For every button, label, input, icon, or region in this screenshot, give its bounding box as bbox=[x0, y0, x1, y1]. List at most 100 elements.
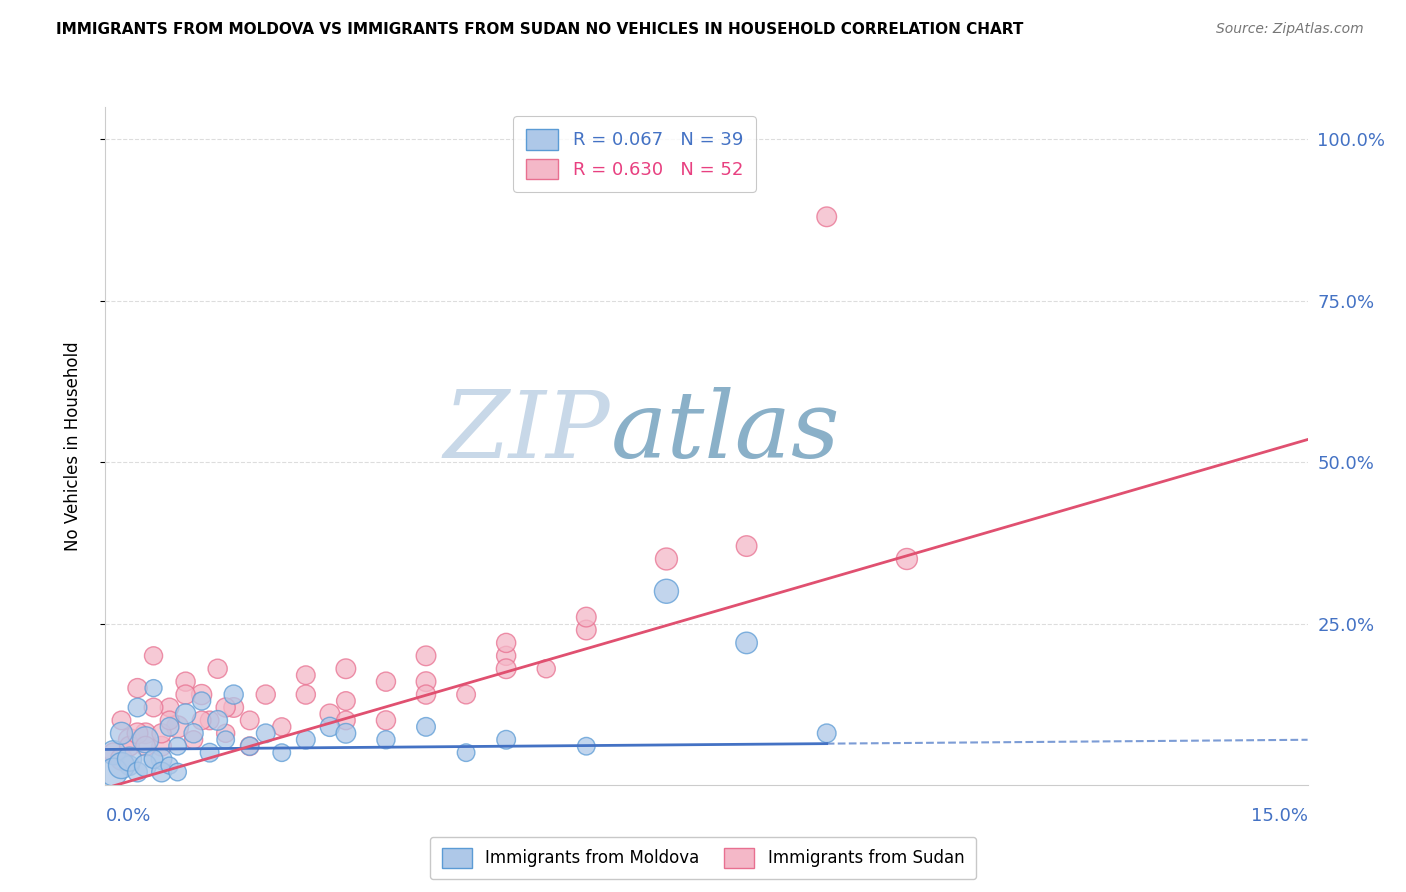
Point bbox=[159, 700, 181, 714]
Point bbox=[575, 610, 598, 624]
Point bbox=[103, 746, 125, 760]
Text: 15.0%: 15.0% bbox=[1250, 807, 1308, 825]
Point bbox=[415, 720, 437, 734]
Point bbox=[655, 584, 678, 599]
Point bbox=[374, 714, 398, 728]
Point bbox=[159, 758, 181, 772]
Point bbox=[174, 706, 197, 721]
Point bbox=[142, 752, 165, 766]
Point bbox=[495, 732, 517, 747]
Point bbox=[815, 210, 838, 224]
Text: Source: ZipAtlas.com: Source: ZipAtlas.com bbox=[1216, 22, 1364, 37]
Point bbox=[335, 726, 357, 740]
Text: ZIP: ZIP bbox=[444, 387, 610, 477]
Text: 0.0%: 0.0% bbox=[105, 807, 150, 825]
Point bbox=[534, 662, 557, 676]
Point bbox=[896, 552, 918, 566]
Legend: Immigrants from Moldova, Immigrants from Sudan: Immigrants from Moldova, Immigrants from… bbox=[430, 837, 976, 880]
Point bbox=[183, 732, 205, 747]
Point bbox=[127, 765, 149, 780]
Point bbox=[127, 700, 149, 714]
Point bbox=[150, 752, 173, 766]
Y-axis label: No Vehicles in Household: No Vehicles in Household bbox=[63, 341, 82, 551]
Point bbox=[207, 662, 229, 676]
Point bbox=[295, 668, 318, 682]
Point bbox=[135, 726, 157, 740]
Point bbox=[118, 739, 141, 754]
Point bbox=[254, 688, 277, 702]
Point bbox=[495, 636, 517, 650]
Point bbox=[374, 732, 398, 747]
Point bbox=[198, 714, 221, 728]
Point bbox=[335, 714, 357, 728]
Point bbox=[415, 674, 437, 689]
Point bbox=[495, 662, 517, 676]
Point bbox=[270, 746, 292, 760]
Point bbox=[103, 746, 125, 760]
Point bbox=[166, 720, 188, 734]
Point bbox=[735, 539, 758, 553]
Point bbox=[319, 720, 342, 734]
Point bbox=[319, 706, 342, 721]
Point bbox=[655, 552, 678, 566]
Point bbox=[295, 732, 318, 747]
Point bbox=[335, 694, 357, 708]
Point bbox=[374, 674, 398, 689]
Point bbox=[174, 674, 197, 689]
Point bbox=[127, 726, 149, 740]
Text: atlas: atlas bbox=[610, 387, 839, 477]
Point bbox=[118, 752, 141, 766]
Point bbox=[190, 714, 212, 728]
Point bbox=[183, 726, 205, 740]
Point bbox=[295, 688, 318, 702]
Point bbox=[335, 662, 357, 676]
Point bbox=[815, 726, 838, 740]
Point bbox=[454, 746, 477, 760]
Point bbox=[142, 681, 165, 695]
Point bbox=[415, 688, 437, 702]
Point bbox=[118, 758, 141, 772]
Point bbox=[239, 739, 262, 754]
Point bbox=[110, 752, 132, 766]
Point bbox=[575, 739, 598, 754]
Point bbox=[110, 758, 132, 772]
Point bbox=[270, 720, 292, 734]
Point bbox=[214, 732, 236, 747]
Point bbox=[222, 688, 245, 702]
Point bbox=[174, 688, 197, 702]
Point bbox=[118, 732, 141, 747]
Point bbox=[159, 720, 181, 734]
Point bbox=[166, 765, 188, 780]
Point bbox=[166, 739, 188, 754]
Point bbox=[190, 694, 212, 708]
Point bbox=[415, 648, 437, 663]
Point bbox=[150, 739, 173, 754]
Point bbox=[495, 648, 517, 663]
Point bbox=[222, 700, 245, 714]
Point bbox=[135, 758, 157, 772]
Point bbox=[454, 688, 477, 702]
Point bbox=[575, 623, 598, 637]
Point bbox=[142, 700, 165, 714]
Point bbox=[110, 726, 132, 740]
Point bbox=[135, 739, 157, 754]
Point bbox=[214, 726, 236, 740]
Point bbox=[150, 726, 173, 740]
Point bbox=[142, 648, 165, 663]
Point bbox=[150, 765, 173, 780]
Point bbox=[110, 714, 132, 728]
Point bbox=[190, 688, 212, 702]
Legend: R = 0.067   N = 39, R = 0.630   N = 52: R = 0.067 N = 39, R = 0.630 N = 52 bbox=[513, 116, 755, 192]
Point bbox=[207, 714, 229, 728]
Text: IMMIGRANTS FROM MOLDOVA VS IMMIGRANTS FROM SUDAN NO VEHICLES IN HOUSEHOLD CORREL: IMMIGRANTS FROM MOLDOVA VS IMMIGRANTS FR… bbox=[56, 22, 1024, 37]
Point bbox=[198, 746, 221, 760]
Point bbox=[735, 636, 758, 650]
Point bbox=[135, 732, 157, 747]
Point bbox=[239, 739, 262, 754]
Point bbox=[254, 726, 277, 740]
Point bbox=[103, 765, 125, 780]
Point bbox=[127, 681, 149, 695]
Point bbox=[214, 700, 236, 714]
Point bbox=[239, 714, 262, 728]
Point bbox=[159, 714, 181, 728]
